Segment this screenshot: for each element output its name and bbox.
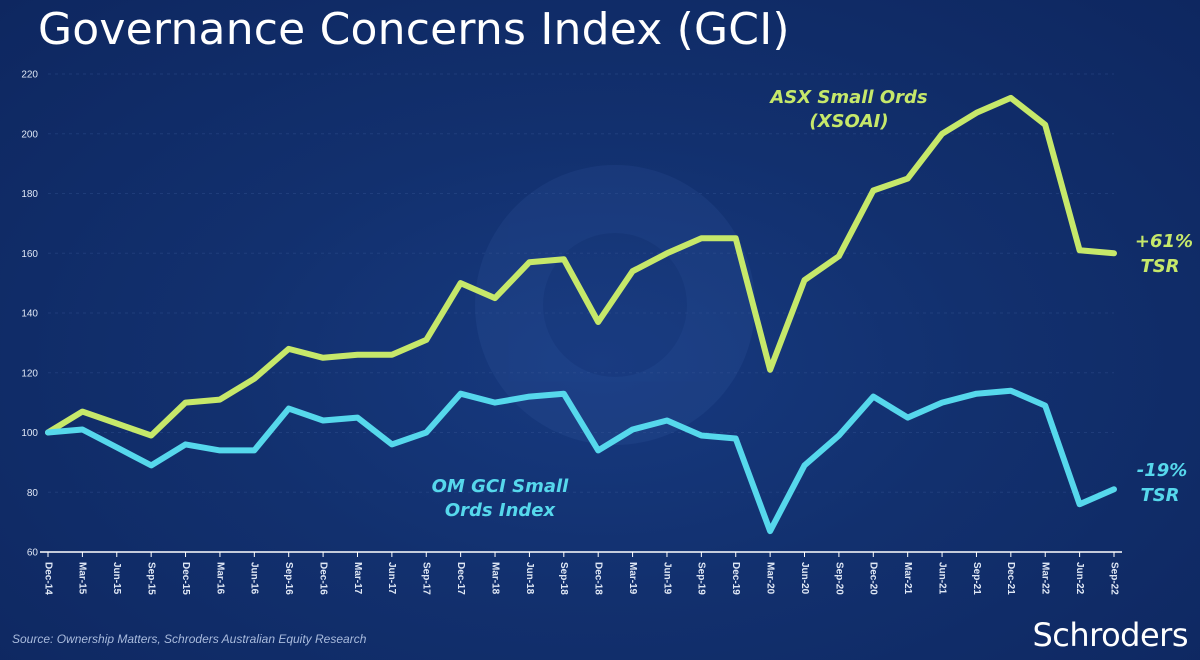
x-tick-label: Dec-15	[180, 562, 191, 595]
xsoai-series-label-line2: (XSOAI)	[809, 111, 888, 132]
gci-series-line	[45, 387, 1117, 535]
gci-series-label-line2: Ords Index	[445, 500, 557, 521]
x-tick-label: Jun-21	[936, 562, 947, 595]
y-tick-label: 180	[21, 189, 38, 200]
y-tick-label: 220	[21, 70, 38, 81]
x-tick-label: Sep-18	[558, 562, 569, 595]
schroders-logo: Schroders	[1032, 616, 1188, 654]
xsoai-tsr-label-line2: TSR	[1140, 256, 1179, 277]
x-tick-label: Sep-16	[283, 562, 294, 595]
x-tick-label: Sep-21	[971, 562, 982, 595]
x-axis: Dec-14 Mar-15 Jun-15 Sep-15 Dec-15 Mar-16 Jun-…	[40, 551, 1122, 595]
gci-series-label-line1: OM GCI Small	[432, 476, 569, 497]
x-tick-label: Dec-18	[593, 562, 604, 595]
xsoai-tsr-label-line1: +61%	[1135, 231, 1193, 252]
x-tick-label: Mar-16	[214, 562, 225, 595]
x-tick-label: Dec-21	[1005, 562, 1016, 595]
x-tick-label: Mar-22	[1040, 562, 1051, 595]
x-tick-label: Jun-16	[249, 562, 260, 595]
y-tick-label: 80	[27, 488, 39, 499]
x-tick-label: Jun-20	[799, 562, 810, 595]
y-tick-label: 200	[21, 129, 38, 140]
chart-title: Governance Concerns Index (GCI)	[38, 4, 790, 55]
y-tick-label: 100	[21, 428, 38, 439]
x-tick-label: Jun-15	[111, 562, 122, 595]
x-tick-label: Jun-19	[661, 562, 672, 595]
x-tick-label: Sep-17	[421, 562, 432, 595]
y-axis: 60 80 100 120 140 160 180 200 220	[21, 70, 1114, 559]
x-tick-label: Dec-17	[455, 562, 466, 595]
gci-tsr-label-line2: TSR	[1140, 485, 1179, 506]
x-tick-label: Mar-20	[764, 562, 775, 595]
schroders-watermark-logo	[475, 165, 755, 445]
x-tick-label: Mar-15	[77, 562, 88, 595]
y-tick-label: 160	[21, 249, 38, 260]
x-tick-label: Sep-22	[1108, 562, 1119, 595]
x-tick-label: Jun-18	[524, 562, 535, 595]
x-tick-label: Sep-20	[833, 562, 844, 595]
x-tick-label: Dec-20	[868, 562, 879, 595]
source-note: Source: Ownership Matters, Schroders Aus…	[12, 632, 367, 646]
x-tick-label: Mar-21	[902, 562, 913, 595]
x-tick-label: Jun-17	[386, 562, 397, 595]
series-layer	[45, 94, 1117, 535]
y-tick-label: 140	[21, 309, 38, 320]
gci-tsr-label-line1: -19%	[1137, 460, 1188, 481]
x-tick-label: Mar-17	[352, 562, 363, 595]
y-tick-label: 60	[27, 548, 39, 559]
x-tick-label: Sep-19	[696, 562, 707, 595]
xsoai-series-label-line1: ASX Small Ords	[768, 87, 928, 108]
x-tick-label: Dec-19	[730, 562, 741, 595]
y-tick-label: 120	[21, 368, 38, 379]
x-tick-label: Mar-19	[627, 562, 638, 595]
x-tick-label: Dec-14	[42, 562, 53, 595]
xsoai-series-line	[45, 94, 1117, 439]
x-tick-label: Dec-16	[317, 562, 328, 595]
annotations: ASX Small Ords (XSOAI) OM GCI Small Ords…	[432, 87, 1193, 521]
x-tick-label: Mar-18	[489, 562, 500, 595]
x-tick-label: Jun-22	[1074, 562, 1085, 595]
x-tick-label: Sep-15	[146, 562, 157, 595]
